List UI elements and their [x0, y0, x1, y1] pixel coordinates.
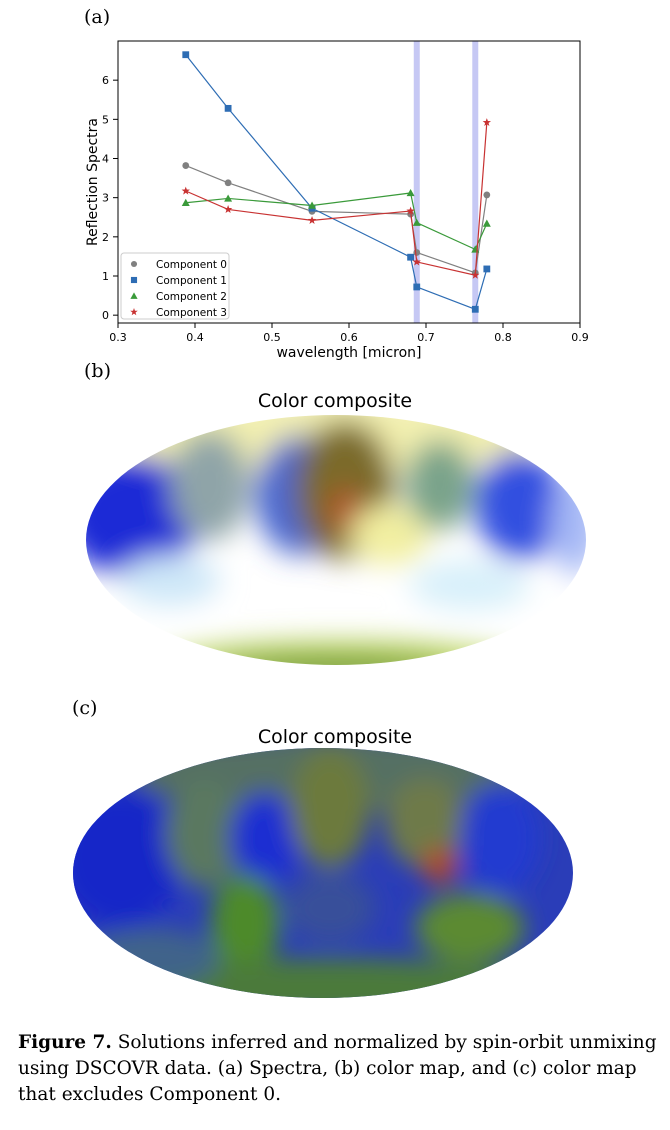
- data-point: [483, 265, 491, 273]
- x-tick-label: 0.9: [571, 331, 589, 344]
- absorption-bands: [413, 41, 479, 323]
- series-group: [181, 51, 492, 313]
- x-tick-label: 0.6: [340, 331, 358, 344]
- data-point: [412, 257, 421, 266]
- data-point: [483, 191, 491, 199]
- data-point: [182, 51, 190, 59]
- data-point: [224, 194, 233, 202]
- legend-box: [120, 252, 230, 320]
- x-axis-label: wavelength [micron]: [276, 345, 421, 361]
- x-tick-label: 0.3: [109, 331, 127, 344]
- y-axis-ticks: 0 1 2 3 4 5 6: [102, 74, 118, 322]
- y-tick-label: 0: [102, 309, 109, 322]
- y-tick-label: 1: [102, 270, 109, 283]
- data-point: [181, 186, 190, 195]
- x-tick-label: 0.5: [263, 331, 281, 344]
- data-point: [307, 215, 317, 224]
- series-2: [181, 188, 491, 253]
- absorption-band-1: [472, 41, 479, 323]
- y-tick-label: 3: [102, 192, 109, 205]
- data-point: [308, 201, 317, 209]
- data-point: [412, 218, 421, 226]
- panel-label-b: (b): [84, 360, 111, 382]
- data-point: [471, 270, 480, 279]
- y-tick-label: 6: [102, 74, 109, 87]
- data-point: [471, 305, 479, 313]
- spectra-chart: 0.3 0.4 0.5 0.6 0.7 0.8 0.9 0 1 2 3 4 5 6 wavelength…: [85, 40, 589, 361]
- data-point: [224, 179, 232, 187]
- legend-label: Component 3: [156, 307, 227, 319]
- data-point: [413, 249, 421, 256]
- legend-marker: [130, 276, 138, 284]
- data-point: [181, 198, 190, 206]
- legend-marker: [130, 260, 138, 268]
- data-point: [413, 283, 421, 291]
- data-point: [482, 118, 492, 127]
- legend-marker: [130, 292, 138, 299]
- y-tick-label: 5: [102, 113, 109, 126]
- legend-label: Component 1: [156, 275, 227, 287]
- x-tick-label: 0.4: [186, 331, 204, 344]
- data-point: [224, 104, 232, 112]
- series-3: [181, 118, 492, 279]
- data-point: [407, 253, 414, 261]
- color-map-b: [86, 415, 586, 665]
- panel-label-a: (a): [84, 6, 111, 28]
- map-c-title: Color composite: [257, 726, 413, 748]
- y-axis-label: Reflection Spectra: [85, 118, 101, 246]
- caption-text: Solutions inferred and normalized by spi…: [18, 1032, 657, 1105]
- data-point: [406, 188, 415, 197]
- caption-label: Figure 7.: [18, 1032, 112, 1053]
- map-b-title: Color composite: [257, 390, 413, 412]
- legend-marker: [130, 308, 138, 316]
- y-tick-label: 2: [102, 231, 109, 244]
- x-axis-ticks: 0.3 0.4 0.5 0.6 0.7 0.8 0.9: [109, 323, 589, 344]
- data-point: [182, 162, 190, 169]
- y-tick-label: 4: [102, 153, 109, 166]
- data-point: [482, 219, 491, 227]
- x-tick-label: 0.8: [494, 331, 512, 344]
- absorption-band-0: [413, 41, 420, 323]
- color-map-c: [73, 748, 573, 998]
- data-point: [223, 205, 233, 213]
- figure-caption: Figure 7. Solutions inferred and normali…: [18, 1030, 658, 1108]
- panel-label-c: (c): [72, 697, 98, 719]
- data-point: [406, 206, 415, 215]
- legend-label: Component 0: [156, 259, 227, 271]
- legend-label: Component 2: [156, 291, 227, 303]
- x-tick-label: 0.7: [417, 331, 435, 344]
- legend: Component 0 Component 1 Component 2 Compone…: [120, 252, 230, 320]
